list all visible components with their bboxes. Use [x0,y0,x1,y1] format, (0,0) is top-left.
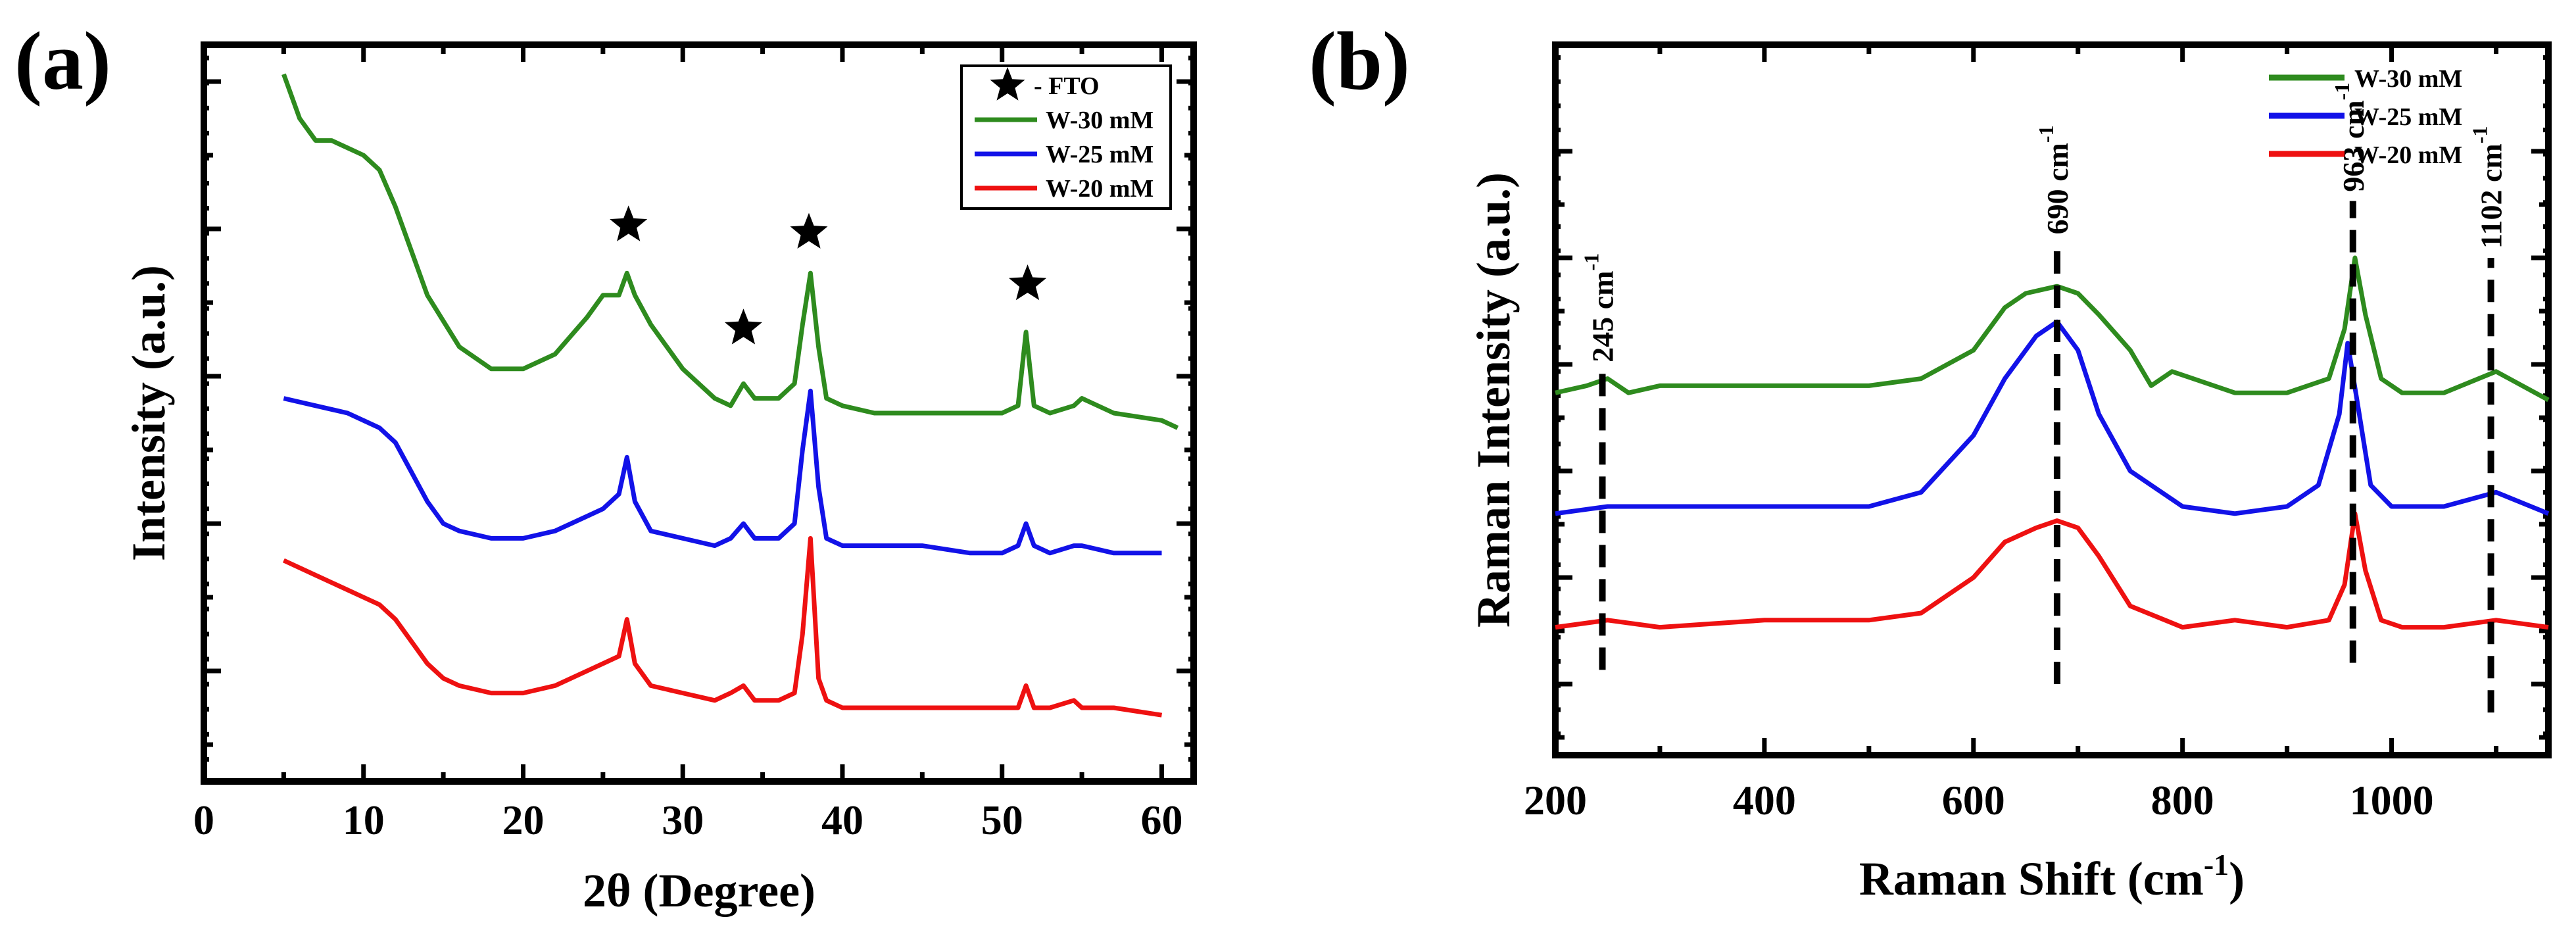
panel-b-y-axis-title: Raman Intensity (a.u.) [1467,172,1520,628]
x-tick-label: 60 [1140,797,1182,843]
panel-b-legend: W-30 mM W-25 mM W-20 mM [2269,65,2462,169]
panel-a-legend-box [960,64,1172,210]
fto-star-marker [1009,264,1047,301]
peak-label: 963 cm-1 [2330,83,2370,192]
peak-label-sup: -1 [2034,125,2058,143]
panel-a-fto-stars [610,205,1047,345]
panel-a-y-axis-title: Intensity (a.u.) [122,265,175,561]
x-tick-label: 20 [502,797,544,843]
x-tick-label: 600 [1942,777,2005,824]
panel-b-x-axis-title-sup: -1 [2204,848,2229,881]
series-line-w-25-mm [283,388,1162,556]
panel-b-x-axis-title-main: Raman Shift (cm [1859,852,2204,905]
x-tick-label: 1000 [2350,777,2434,824]
panel-b-series [1555,255,2550,630]
peak-label: 690 cm-1 [2034,125,2074,234]
fto-star-marker [790,212,828,249]
series-line-w-30-mm [281,73,1179,430]
peak-label: 245 cm-1 [1580,253,1620,362]
series-line-w-25-mm [1555,319,2550,516]
x-tick-label: 400 [1733,777,1796,824]
x-tick-label: 200 [1524,777,1587,824]
panel-b-x-axis-title: Raman Shift (cm-1) [1859,848,2245,905]
panel-b-ticks: 200 400 600 800 1000 [1524,45,2548,824]
panel-a-xrd-chart: (a) 0 10 20 30 40 50 60 2θ (Degree) Intensity … [14,16,1197,917]
legend-label: W-20 mM [1046,175,1154,203]
x-tick-label: 0 [193,797,214,843]
x-tick-label: 10 [343,797,385,843]
peak-label: 1102 cm-1 [2468,126,2508,249]
panel-a-legend: - FTO W-30 mM W-25 mM W-20 mM [960,64,1172,210]
peak-label-text: 1102 cm [2475,143,2508,249]
legend-label: - FTO [1034,72,1100,100]
legend-label: W-20 mM [2354,141,2462,169]
legend-label: W-30 mM [2354,65,2462,93]
legend-label: W-30 mM [1046,107,1154,134]
panel-b-label: (b) [1309,16,1410,107]
peak-label-sup: -1 [2468,126,2492,144]
peak-label-text: 245 cm [1586,271,1620,362]
panel-a-plot-area [201,41,1197,785]
peak-label-sup: -1 [2330,83,2354,101]
series-line-w-20-mm [1555,511,2549,630]
panel-a-series [281,73,1179,718]
x-tick-label: 40 [821,797,863,843]
x-tick-label: 30 [662,797,704,843]
series-line-w-20-mm [282,535,1163,718]
fto-star-marker [610,205,648,241]
series-line-w-30-mm [1555,255,2550,403]
panel-b-x-axis-title-suffix: ) [2229,852,2245,905]
peak-label-text: 690 cm [2041,143,2074,234]
legend-label: W-25 mM [1046,141,1154,168]
x-tick-label: 50 [981,797,1023,843]
peak-label-sup: -1 [1580,253,1603,271]
panel-a-x-axis-title: 2θ (Degree) [583,864,815,917]
panel-a-ticks: 0 10 20 30 40 50 60 [193,45,1194,843]
legend-star-icon [990,67,1025,101]
legend-label: W-25 mM [2354,103,2462,131]
x-tick-label: 800 [2151,777,2214,824]
panel-a-label: (a) [14,16,111,107]
fto-star-marker [724,309,762,345]
